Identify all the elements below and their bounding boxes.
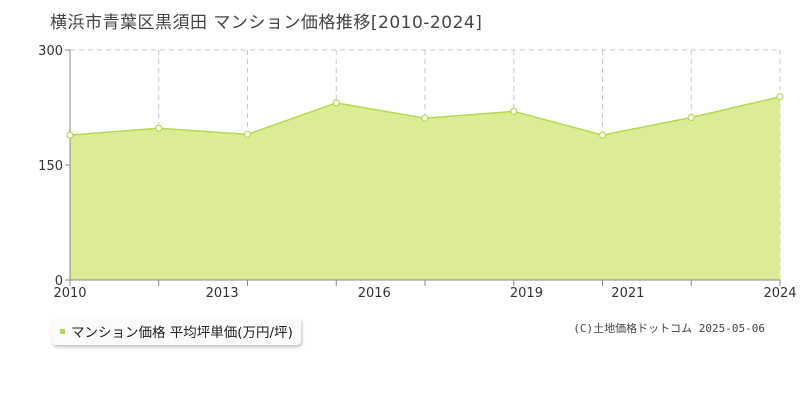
axes bbox=[65, 49, 781, 286]
data-point bbox=[510, 107, 518, 115]
y-tick-label: 300 bbox=[38, 44, 63, 59]
data-point bbox=[421, 114, 429, 122]
data-points bbox=[66, 93, 784, 139]
copyright-text: (C)土地価格ドットコム 2025-05-06 bbox=[573, 322, 765, 335]
data-point bbox=[332, 99, 340, 107]
data-point bbox=[243, 130, 252, 138]
legend: マンション価格 平均坪単価(万円/坪) bbox=[52, 318, 301, 345]
x-tick-label: 2021 bbox=[611, 286, 644, 301]
data-point bbox=[776, 93, 784, 101]
area-fill bbox=[70, 96, 780, 281]
tick-labels: 0 150 300 2010 2013 2016 2019 2021 2024 bbox=[38, 44, 796, 301]
data-point bbox=[687, 113, 695, 122]
y-tick-label: 150 bbox=[38, 159, 63, 174]
y-tick-label: 0 bbox=[55, 274, 63, 289]
legend-label: マンション価格 平均坪単価(万円/坪) bbox=[71, 325, 293, 341]
data-point bbox=[155, 124, 163, 132]
legend-swatch bbox=[60, 328, 65, 334]
x-tick-label: 2013 bbox=[206, 286, 239, 301]
x-tick-label: 2024 bbox=[763, 286, 796, 301]
data-point bbox=[66, 131, 74, 139]
data-point bbox=[598, 131, 607, 139]
x-tick-label: 2010 bbox=[53, 286, 86, 301]
chart-title: 横浜市青葉区黒須田 マンション価格推移[2010-2024] bbox=[50, 13, 483, 33]
x-tick-label: 2016 bbox=[358, 286, 391, 301]
x-tick-label: 2019 bbox=[510, 286, 543, 301]
